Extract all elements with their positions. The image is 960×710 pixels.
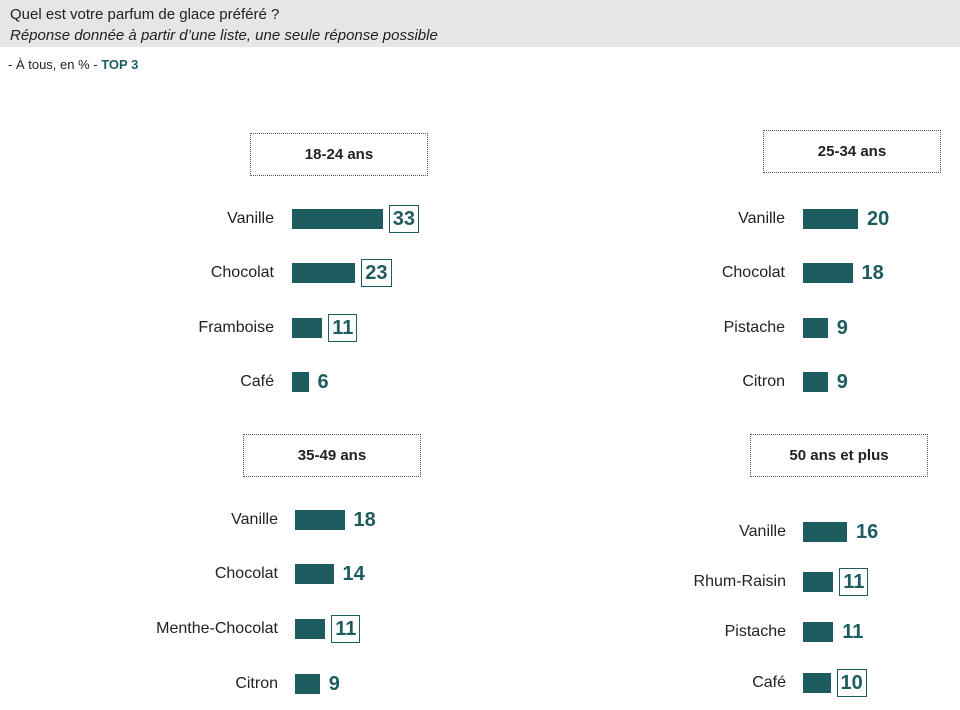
category-label: Citron xyxy=(235,675,278,692)
question-text: Quel est votre parfum de glace préféré ? xyxy=(10,6,280,23)
value-label: 18 xyxy=(861,262,884,284)
panel-title: 35-49 ans xyxy=(243,434,421,477)
category-label: Chocolat xyxy=(721,264,785,281)
bar xyxy=(292,209,383,229)
bar xyxy=(803,318,828,338)
category-label: Chocolat xyxy=(214,565,278,582)
value-label: 9 xyxy=(328,673,340,695)
value-label: 6 xyxy=(317,371,329,393)
value-label: 33 xyxy=(388,205,419,233)
base-note: - À tous, en % - TOP 3 xyxy=(8,57,138,72)
category-label: Vanille xyxy=(738,210,785,227)
category-label: Chocolat xyxy=(210,264,274,281)
value-label: 11 xyxy=(328,314,358,342)
bar xyxy=(803,673,831,693)
panel-title: 18-24 ans xyxy=(250,133,428,176)
bar xyxy=(803,209,858,229)
panel-title: 50 ans et plus xyxy=(750,434,928,477)
category-label: Pistache xyxy=(723,319,785,336)
bar xyxy=(803,263,853,283)
bar xyxy=(803,372,828,392)
value-label: 20 xyxy=(867,208,890,230)
value-label: 11 xyxy=(331,615,361,643)
bar xyxy=(295,564,334,584)
value-label: 10 xyxy=(836,669,867,697)
bar xyxy=(803,622,834,642)
value-label: 23 xyxy=(361,259,392,287)
panel-title: 25-34 ans xyxy=(763,130,941,173)
category-label: Menthe-Chocolat xyxy=(156,620,278,637)
category-label: Rhum-Raisin xyxy=(693,573,786,590)
value-label: 18 xyxy=(353,509,376,531)
category-label: Vanille xyxy=(231,511,278,528)
top3-label: TOP 3 xyxy=(101,57,139,72)
category-label: Framboise xyxy=(198,319,274,336)
value-label: 16 xyxy=(856,521,879,543)
base-prefix: - À tous, en % - xyxy=(8,57,98,72)
value-label: 14 xyxy=(342,563,365,585)
bar xyxy=(292,263,356,283)
value-label: 11 xyxy=(839,568,869,596)
category-label: Café xyxy=(240,373,274,390)
bar xyxy=(803,522,847,542)
value-label: 11 xyxy=(842,621,864,643)
bar xyxy=(295,674,320,694)
category-label: Café xyxy=(752,674,786,691)
category-label: Citron xyxy=(742,373,785,390)
category-label: Vanille xyxy=(739,523,786,540)
bar xyxy=(295,510,345,530)
question-subtitle: Réponse donnée à partir d’une liste, une… xyxy=(10,27,438,44)
value-label: 9 xyxy=(836,317,848,339)
bar xyxy=(803,572,834,592)
category-label: Pistache xyxy=(724,623,786,640)
bar xyxy=(295,619,326,639)
value-label: 9 xyxy=(836,371,848,393)
category-label: Vanille xyxy=(227,210,274,227)
bar xyxy=(292,318,323,338)
bar xyxy=(292,372,309,392)
question-header: Quel est votre parfum de glace préféré ?… xyxy=(0,0,960,47)
